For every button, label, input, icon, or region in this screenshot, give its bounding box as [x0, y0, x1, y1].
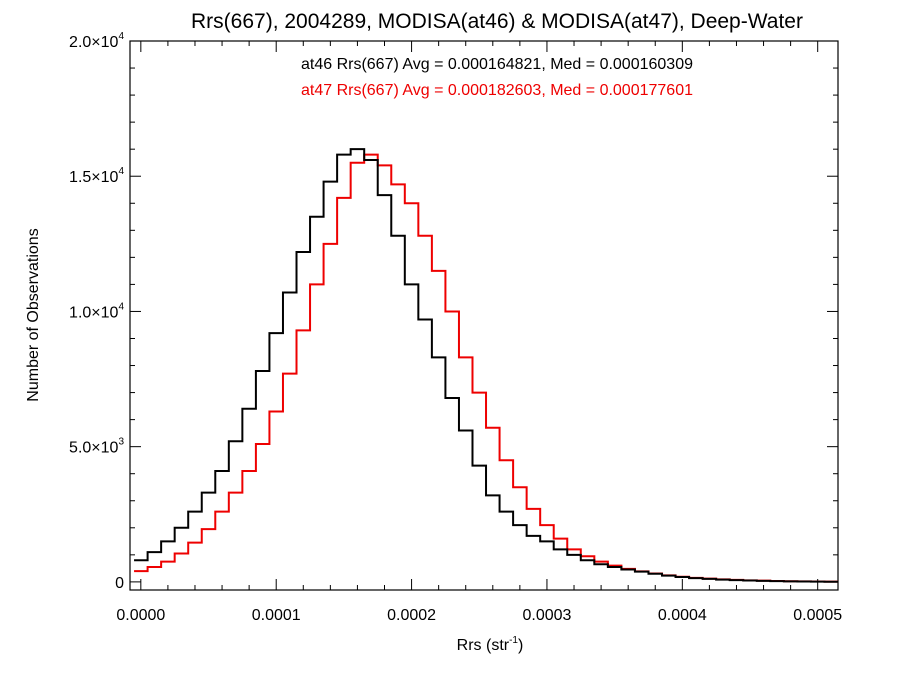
- y-axis-label: Number of Observations: [25, 228, 42, 401]
- y-tick-label: 1.5×104: [69, 166, 124, 186]
- x-tick-label: 0.0003: [522, 607, 571, 624]
- x-tick-label: 0.0004: [658, 607, 707, 624]
- x-tick-label: 0.0000: [116, 607, 165, 624]
- plot-frame: [129, 40, 839, 591]
- y-axis-ticks: 0 5.0×103 1.0×104 1.5×104 2.0×104: [69, 31, 838, 592]
- x-tick-label: 0.0001: [252, 607, 301, 624]
- y-tick-label: 0: [115, 575, 124, 592]
- x-tick-label: 0.0005: [793, 607, 842, 624]
- series-at47-line: [134, 153, 838, 583]
- y-tick-label: 2.0×104: [69, 31, 124, 51]
- stats-annotation: at46 Rrs(667) Avg = 0.000164821, Med = 0…: [301, 56, 693, 73]
- series-at46-line: [134, 148, 838, 583]
- series-layer: [134, 148, 838, 583]
- legend-annotations: at46 Rrs(667) Avg = 0.000164821, Med = 0…: [301, 56, 693, 99]
- y-tick-label: 5.0×103: [69, 437, 124, 457]
- x-axis-ticks: 0.0000 0.0001 0.0002 0.0003 0.0004 0.0005: [116, 41, 842, 624]
- x-axis-label: Rrs (str-1): [457, 635, 524, 654]
- x-tick-label: 0.0002: [387, 607, 436, 624]
- y-tick-label: 1.0×104: [69, 301, 124, 321]
- stats-annotation: at47 Rrs(667) Avg = 0.000182603, Med = 0…: [301, 82, 693, 99]
- chart-title: Rrs(667), 2004289, MODISA(at46) & MODISA…: [191, 10, 803, 33]
